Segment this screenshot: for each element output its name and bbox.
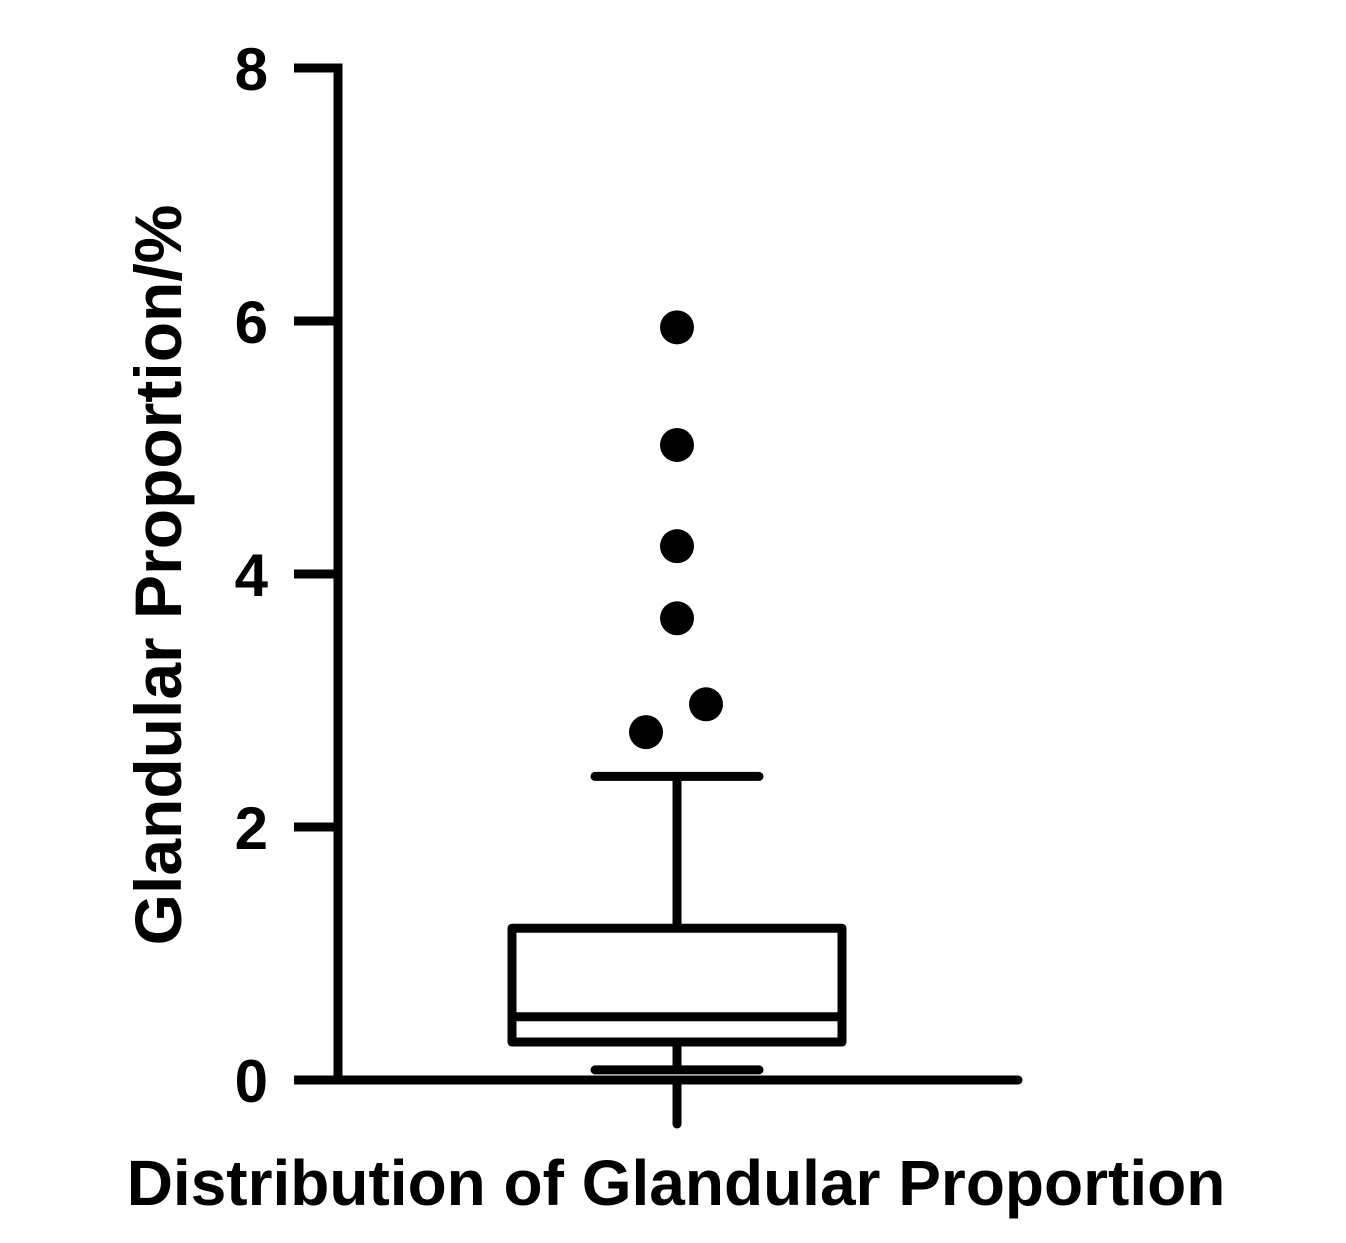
outlier-point-4 [660,529,694,564]
y-tick-label-4: 4 [235,542,269,609]
outliers [629,310,723,750]
outlier-point-2 [689,687,723,722]
outlier-point-6 [660,310,694,345]
box [507,771,847,1075]
y-tick-label-6: 6 [235,289,268,356]
outlier-point-1 [629,715,663,750]
y-tick-label-0: 0 [235,1048,268,1115]
outlier-point-5 [660,427,694,462]
y-axis-label: Glandular Proportion/% [121,205,195,946]
iqr-box [507,923,847,1047]
y-tick-label-8: 8 [235,36,268,103]
x-axis-label: Distribution of Glandular Proportion [127,1147,1226,1219]
y-axis-ticks: 0 2 4 6 8 [235,36,338,1115]
y-tick-label-2: 2 [235,795,268,862]
outlier-point-3 [660,601,694,636]
